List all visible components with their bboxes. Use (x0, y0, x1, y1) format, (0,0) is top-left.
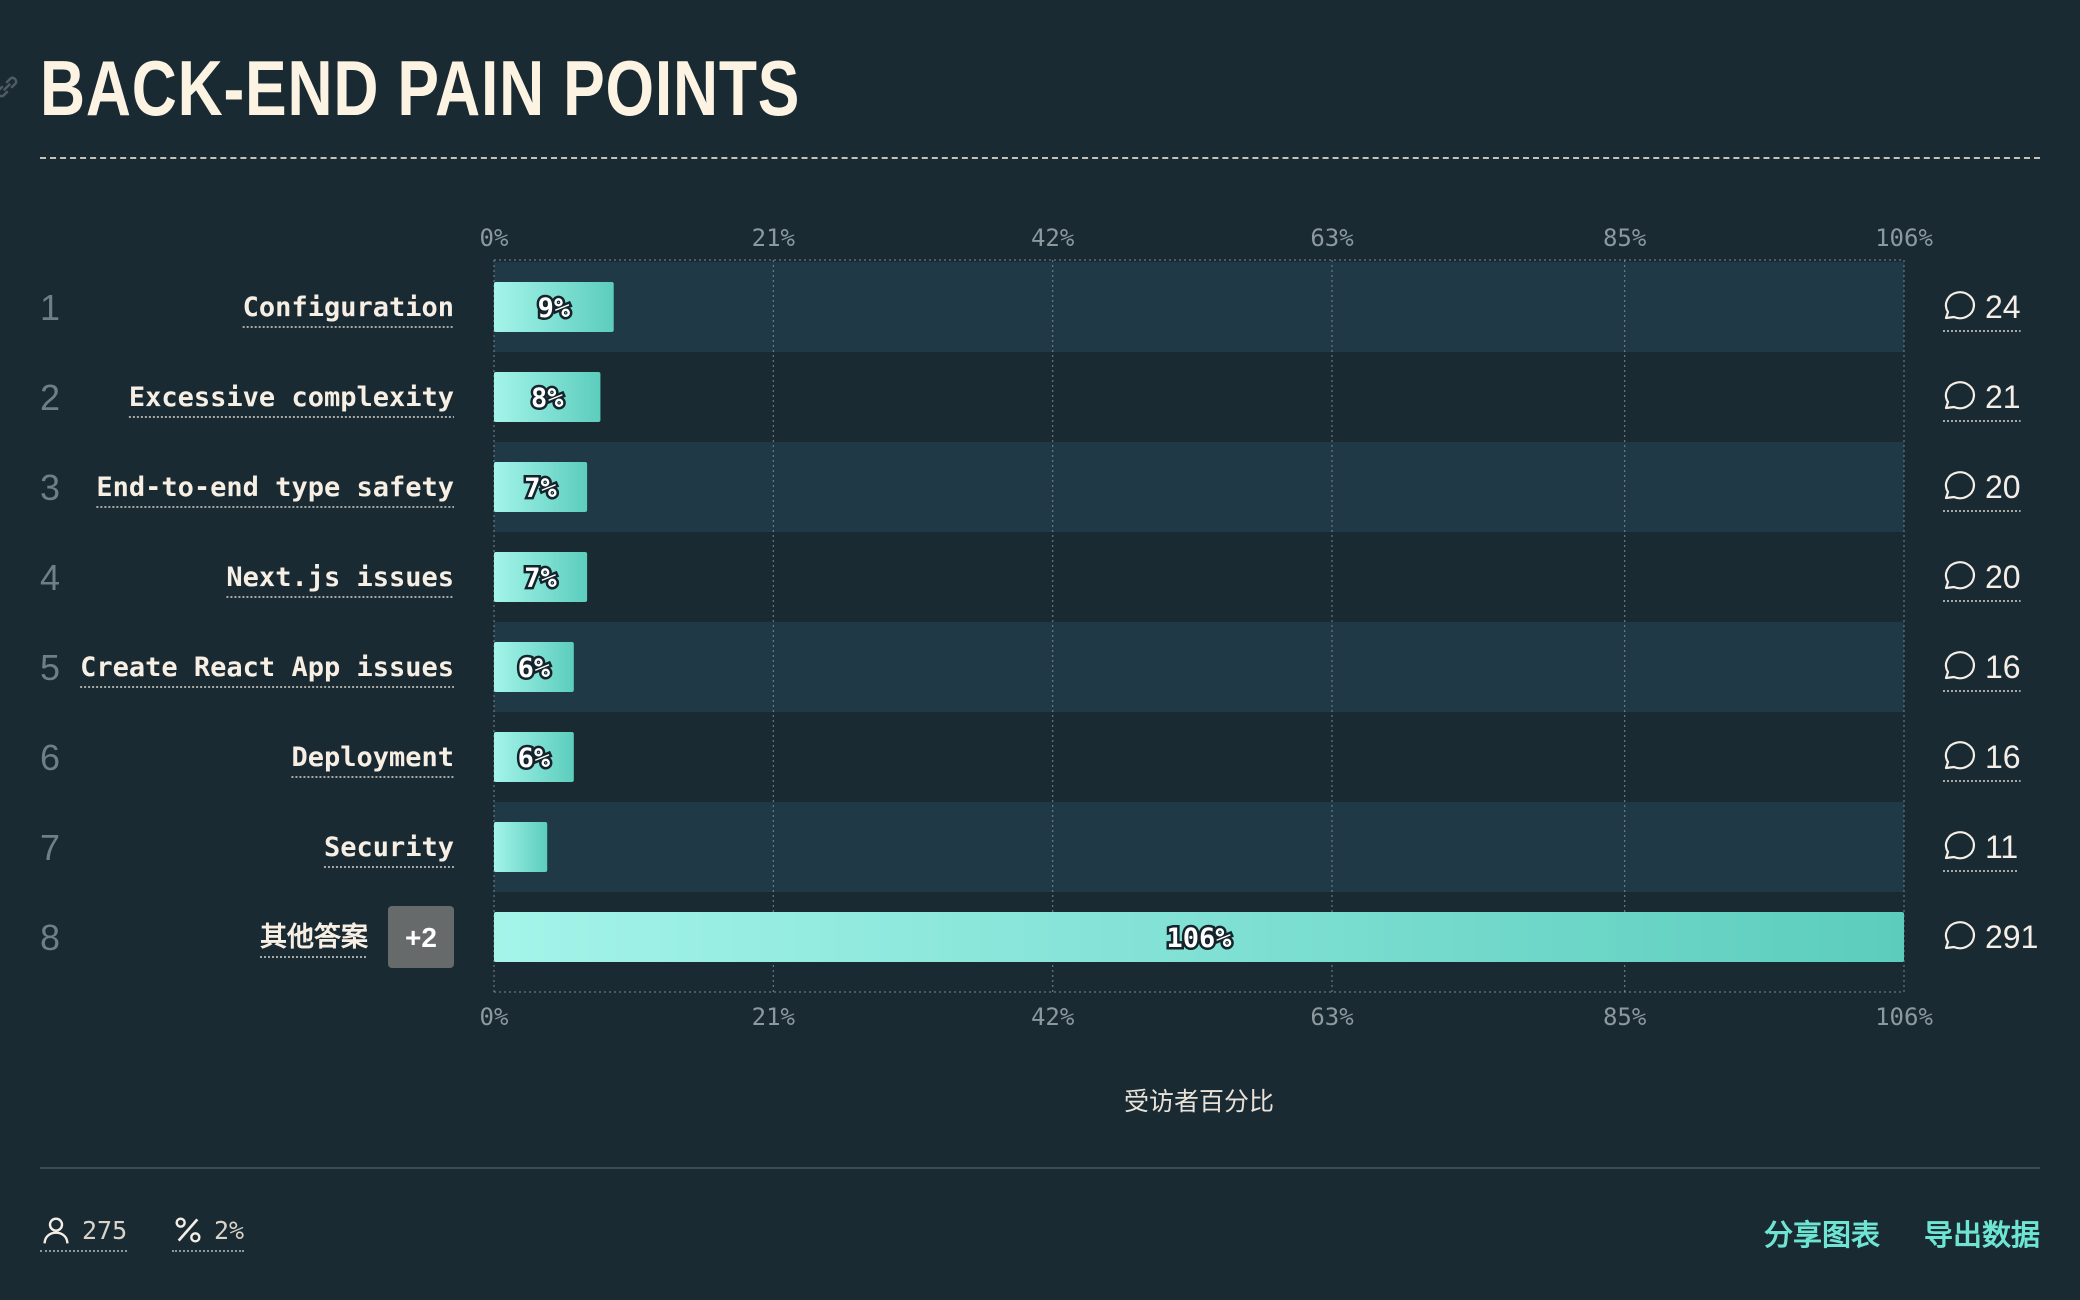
row-rank: 1 (40, 287, 60, 328)
comment-count: 291 (1985, 919, 2038, 955)
x-axis-title: 受访者百分比 (1124, 1087, 1274, 1116)
comment-count: 21 (1985, 379, 2021, 415)
bar (494, 372, 601, 422)
share-chart-button[interactable]: 分享图表 (1764, 1212, 1880, 1254)
percent-icon (175, 1217, 201, 1243)
comment-icon (1944, 831, 1976, 860)
percentage-value: 2% (214, 1215, 245, 1245)
row-band (494, 802, 1904, 892)
row-label: Next.js issues (226, 562, 454, 593)
comment-icon (1944, 381, 1976, 410)
row-band (494, 262, 1904, 352)
comment-count: 24 (1985, 289, 2021, 325)
tick-label-top: 42% (1031, 224, 1075, 252)
tick-label-bottom: 106% (1875, 1003, 1933, 1031)
comment-count: 16 (1985, 739, 2021, 775)
title-divider (40, 157, 2040, 159)
row-rank: 2 (40, 377, 60, 418)
row-label: End-to-end type safety (96, 472, 454, 503)
bar (494, 732, 574, 782)
comment-icon (1944, 291, 1976, 320)
comment-icon (1944, 741, 1976, 770)
bar-value-label: 106% (1166, 923, 1232, 954)
bar-value-label: 8% (531, 383, 564, 414)
row-band (494, 442, 1904, 532)
bar (494, 912, 1904, 962)
row-rank: 8 (40, 917, 60, 958)
bar (494, 552, 588, 602)
row-label: Deployment (291, 742, 454, 773)
row-rank: 3 (40, 467, 60, 508)
page-title: BACK-END PAIN POINTS (40, 44, 801, 132)
comment-icon (1944, 921, 1976, 950)
tick-label-top: 0% (480, 224, 509, 252)
link-icon[interactable] (0, 72, 22, 102)
row-label: 其他答案 (260, 921, 369, 953)
comment-icon (1944, 651, 1976, 680)
row-rank: 7 (40, 827, 60, 868)
row-rank: 4 (40, 557, 60, 598)
row-rank: 6 (40, 737, 60, 778)
tick-label-bottom: 42% (1031, 1003, 1075, 1031)
comment-icon (1944, 471, 1976, 500)
row-label: Excessive complexity (129, 382, 454, 413)
bar-value-label: 6% (518, 743, 551, 774)
tick-label-bottom: 85% (1603, 1003, 1647, 1031)
respondents-stat[interactable]: 275 (40, 1214, 128, 1252)
bar (494, 282, 614, 332)
row-label: Security (324, 832, 454, 863)
percentage-stat[interactable]: 2% (172, 1214, 245, 1252)
bar (494, 642, 574, 692)
more-answers-badge (388, 906, 454, 968)
bar-value-label: 6% (518, 653, 551, 684)
row-band (494, 622, 1904, 712)
bar-value-label: 9% (538, 293, 571, 324)
tick-label-top: 85% (1603, 224, 1647, 252)
footer-divider (40, 1167, 2040, 1169)
tick-label-top: 21% (752, 224, 796, 252)
bar-value-label: 7% (524, 473, 557, 504)
comment-count: 20 (1985, 469, 2021, 505)
row-label: Configuration (243, 292, 454, 323)
tick-label-top: 63% (1310, 224, 1354, 252)
respondents-count: 275 (82, 1215, 128, 1245)
comment-count: 16 (1985, 649, 2021, 685)
more-answers-badge-label: +2 (405, 922, 437, 953)
comment-count: 11 (1985, 829, 2018, 865)
row-rank: 5 (40, 647, 60, 688)
row-label: Create React App issues (80, 652, 454, 683)
user-icon (43, 1217, 69, 1244)
comment-count: 20 (1985, 559, 2021, 595)
bar-value-label: 7% (524, 563, 557, 594)
bar (494, 822, 548, 872)
tick-label-top: 106% (1875, 224, 1933, 252)
comment-icon (1944, 561, 1976, 590)
bar-chart: 0% 0% 21% 21% 42% 42% 63% 63% 85% 85% 106% 106% 1 Con… (40, 224, 2038, 1116)
tick-label-bottom: 0% (480, 1003, 509, 1031)
tick-label-bottom: 63% (1310, 1003, 1354, 1031)
export-data-button[interactable]: 导出数据 (1924, 1212, 2040, 1254)
tick-label-bottom: 21% (752, 1003, 796, 1031)
bar (494, 462, 588, 512)
